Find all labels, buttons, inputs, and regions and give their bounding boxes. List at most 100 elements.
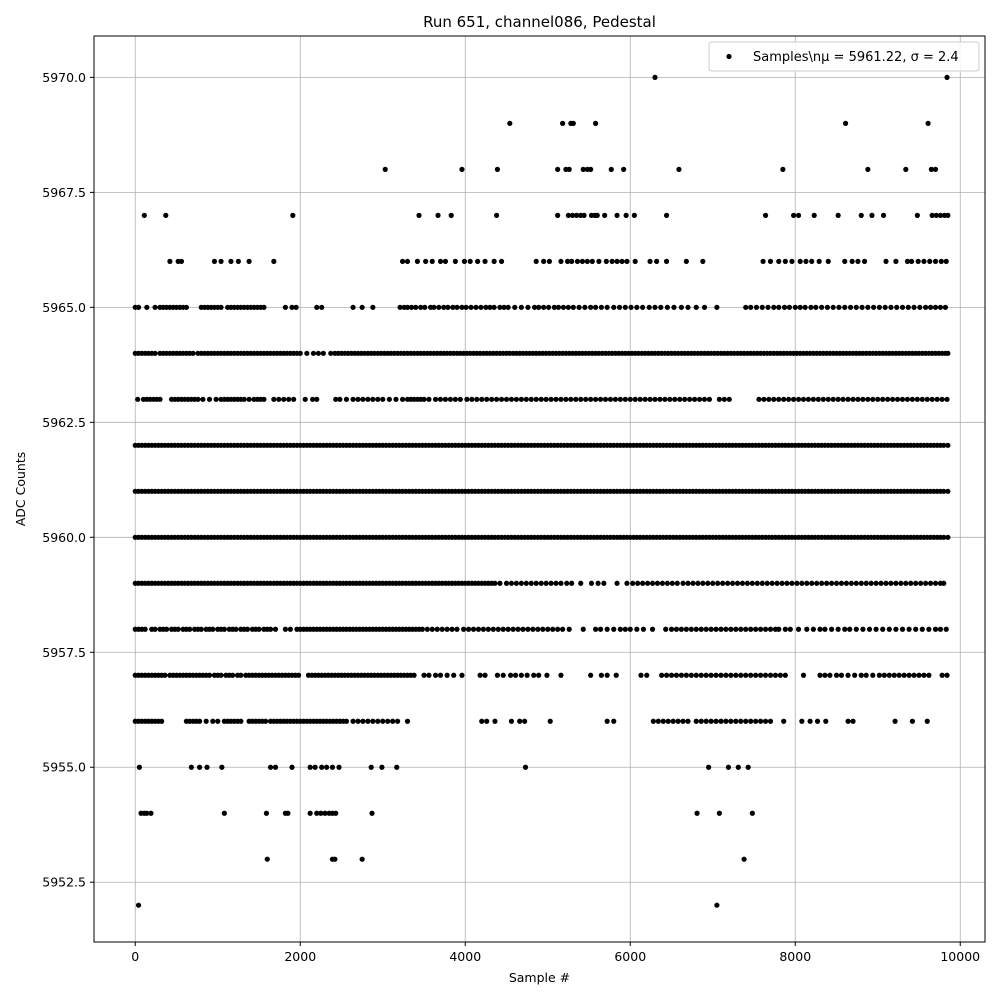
data-point <box>687 396 693 402</box>
data-point <box>582 304 588 310</box>
data-point <box>915 258 921 264</box>
data-point <box>714 902 720 908</box>
data-point <box>835 212 841 218</box>
data-point <box>814 718 821 724</box>
data-point <box>913 580 919 586</box>
data-point <box>838 672 845 678</box>
data-point <box>933 212 939 218</box>
data-point <box>263 810 270 816</box>
data-point <box>795 396 802 402</box>
data-point <box>725 764 732 770</box>
data-point <box>541 304 547 310</box>
data-point <box>743 718 749 724</box>
data-point <box>178 258 185 264</box>
data-point <box>494 672 501 678</box>
data-point <box>530 626 536 632</box>
data-point <box>510 626 516 632</box>
data-point <box>803 258 809 264</box>
data-point <box>749 810 755 816</box>
data-point <box>776 626 782 632</box>
data-point <box>863 672 869 678</box>
data-point <box>891 672 897 678</box>
data-point <box>538 396 544 402</box>
data-point <box>660 718 666 724</box>
data-point <box>634 304 640 310</box>
data-point <box>411 672 417 678</box>
data-point <box>560 304 567 310</box>
data-point <box>916 672 922 678</box>
data-point <box>404 258 411 264</box>
data-point <box>781 718 787 724</box>
data-point <box>847 304 854 310</box>
data-point <box>464 396 470 402</box>
data-point <box>468 304 474 310</box>
data-point <box>943 258 949 264</box>
data-point <box>842 304 848 310</box>
data-point <box>673 626 680 632</box>
data-point <box>685 718 691 724</box>
data-point <box>489 396 495 402</box>
data-point <box>865 396 871 402</box>
data-point <box>899 304 906 310</box>
data-point <box>706 396 713 402</box>
data-point <box>540 626 546 632</box>
data-point <box>871 304 877 310</box>
data-point <box>835 396 841 402</box>
data-point <box>845 718 851 724</box>
data-point <box>703 672 709 678</box>
data-point <box>888 580 894 586</box>
data-point <box>842 626 848 632</box>
data-point <box>622 396 628 402</box>
data-point <box>703 718 709 724</box>
data-point <box>394 764 400 770</box>
data-point <box>792 304 798 310</box>
data-point <box>664 580 670 586</box>
data-point <box>647 258 653 264</box>
data-point <box>555 626 561 632</box>
data-point <box>525 304 531 310</box>
data-point <box>701 396 708 402</box>
data-point <box>700 258 706 264</box>
data-point <box>382 166 388 172</box>
data-point <box>512 672 519 678</box>
data-point <box>892 718 898 724</box>
data-point <box>781 304 788 310</box>
data-point <box>637 396 643 402</box>
data-point <box>419 626 425 632</box>
data-point <box>580 626 586 632</box>
data-point <box>310 396 316 402</box>
data-point <box>365 718 371 724</box>
data-point <box>296 672 302 678</box>
data-point <box>551 304 557 310</box>
data-point <box>917 304 923 310</box>
data-point <box>596 258 602 264</box>
data-point <box>866 626 873 632</box>
data-point <box>886 672 892 678</box>
data-point <box>399 396 406 402</box>
data-point <box>533 258 539 264</box>
data-point <box>923 580 929 586</box>
data-point <box>442 396 449 402</box>
data-point <box>754 580 760 586</box>
data-point <box>319 304 325 310</box>
data-point <box>797 304 803 310</box>
data-point <box>495 626 501 632</box>
data-point <box>706 764 712 770</box>
data-point <box>588 396 594 402</box>
plot-frame <box>93 35 986 943</box>
data-point <box>426 396 432 402</box>
data-point <box>847 626 853 632</box>
data-point <box>206 672 213 678</box>
data-point <box>937 304 944 310</box>
data-point <box>379 764 385 770</box>
data-point <box>479 396 485 402</box>
data-point <box>745 764 751 770</box>
data-point <box>608 166 614 172</box>
data-point <box>136 764 142 770</box>
data-point <box>678 626 685 632</box>
data-point <box>748 626 754 632</box>
data-point <box>799 580 805 586</box>
data-point <box>853 626 859 632</box>
data-point <box>271 396 277 402</box>
data-point <box>858 672 864 678</box>
